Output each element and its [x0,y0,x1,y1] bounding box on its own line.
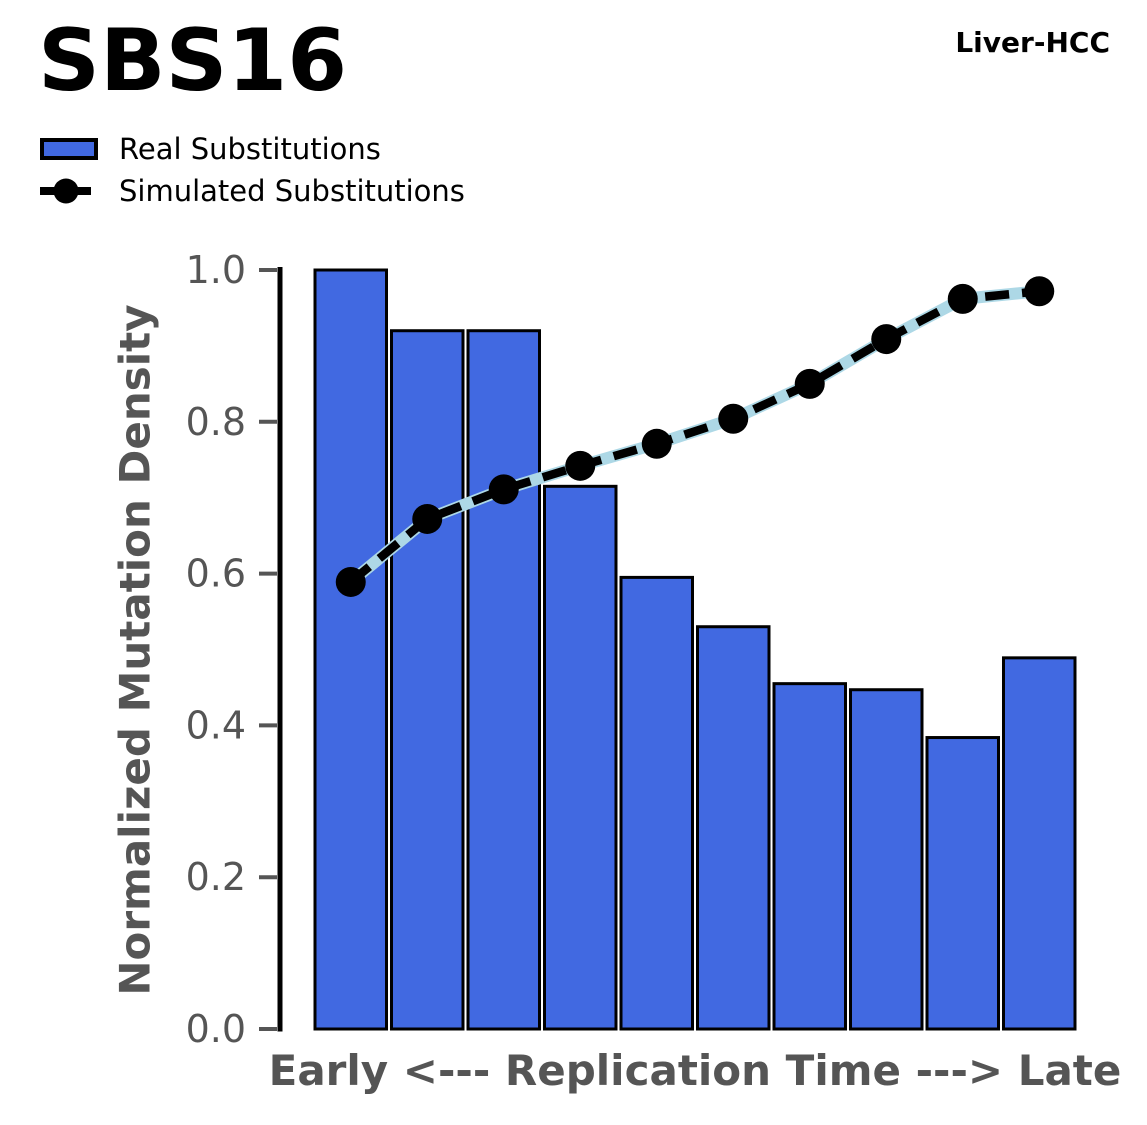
y-tick-label: 0.8 [186,400,246,444]
real-substitutions-swatch-icon [40,138,98,160]
real-substitutions-bars [313,268,1077,1031]
bar [772,682,847,1031]
x-axis-title: Early <--- Replication Time ---> Late [268,1046,1122,1095]
bar [1002,656,1077,1031]
y-tick-label: 0.2 [186,855,246,899]
sim-marker [565,450,596,481]
bar [313,268,388,1031]
sim-line-dashed [348,287,1040,586]
y-tick-label: 1.0 [186,248,246,292]
sim-marker [871,324,902,355]
sim-marker [947,283,978,314]
bar [466,329,541,1031]
y-tick-label: 0.6 [186,552,246,596]
cohort-label: Liver-HCC [955,26,1110,59]
sim-marker [718,403,749,434]
legend-label-simulated: Simulated Substitutions [119,174,465,208]
legend-item-real: Real Substitutions [40,128,465,170]
sim-marker [488,474,519,505]
simulated-substitutions-line-icon [40,178,98,204]
bar [925,736,1000,1031]
bar [543,484,618,1031]
sim-marker [412,503,443,534]
bar [619,575,694,1031]
y-tick-label: 0.0 [186,1007,246,1051]
legend: Real Substitutions Simulated Substitutio… [40,128,465,212]
sim-marker [1024,276,1055,307]
legend-label-real: Real Substitutions [119,132,381,166]
bar [849,688,924,1031]
sim-marker [641,428,672,459]
sim-marker [335,566,366,597]
y-axis: 0.0 0.2 0.4 0.6 0.8 1.0 [186,248,283,1051]
y-axis-title: Normalized Mutation Density [110,304,160,996]
bar [696,625,771,1031]
legend-item-simulated: Simulated Substitutions [40,170,465,212]
sim-marker [794,368,825,399]
simulated-substitutions-line-group [335,276,1055,597]
y-tick-label: 0.4 [186,703,246,747]
signature-title: SBS16 [38,11,348,111]
bar [390,329,465,1031]
